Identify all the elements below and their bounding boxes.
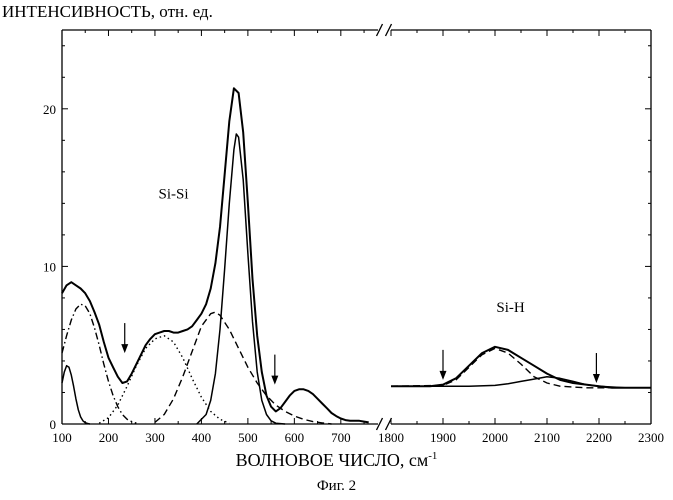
x-tick-label: 100 bbox=[52, 430, 72, 445]
x-tick-label: 200 bbox=[99, 430, 119, 445]
arrow-head bbox=[440, 371, 447, 380]
series-fit-dashed-5 bbox=[155, 312, 332, 424]
x-tick-label: 2300 bbox=[638, 430, 664, 445]
arrow-head bbox=[271, 376, 278, 385]
x-tick-label: 400 bbox=[192, 430, 212, 445]
annotation-label: Si-H bbox=[496, 300, 525, 316]
arrow-head bbox=[593, 374, 600, 383]
x-tick-label: 600 bbox=[285, 430, 305, 445]
y-tick-label: 20 bbox=[43, 102, 56, 117]
x-tick-label: 2200 bbox=[586, 430, 612, 445]
x-axis-label-text: ВОЛНОВОЕ ЧИСЛО, см bbox=[236, 450, 429, 470]
series-fit-solid-6 bbox=[197, 134, 285, 424]
x-axis-label: ВОЛНОВОЕ ЧИСЛО, см-1 bbox=[0, 450, 673, 471]
x-tick-label: 500 bbox=[238, 430, 258, 445]
arrow-head bbox=[121, 344, 128, 353]
annotation-label: Si-Si bbox=[159, 187, 189, 203]
x-tick-label: 1800 bbox=[378, 430, 404, 445]
x-tick-label: 2000 bbox=[482, 430, 508, 445]
x-axis-label-unit-exponent: -1 bbox=[428, 450, 437, 462]
x-tick-label: 2100 bbox=[534, 430, 560, 445]
series-fit-solid-2 bbox=[62, 366, 90, 424]
figure-caption: Фиг. 2 bbox=[0, 478, 673, 495]
x-tick-label: 300 bbox=[145, 430, 165, 445]
x-tick-label: 700 bbox=[331, 430, 351, 445]
y-tick-label: 10 bbox=[43, 259, 56, 274]
x-tick-label: 1900 bbox=[430, 430, 456, 445]
